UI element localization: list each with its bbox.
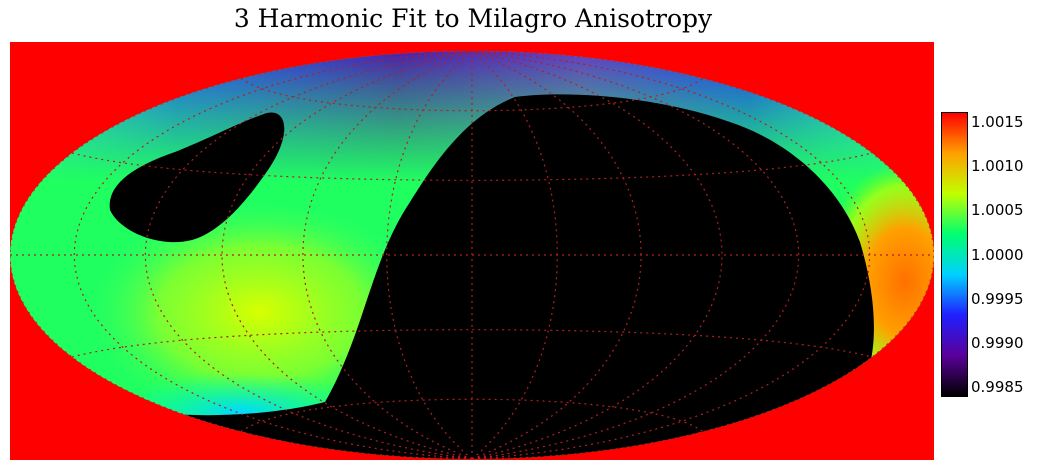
parallel-line: [240, 398, 704, 433]
sky-map-panel: [10, 42, 934, 460]
deficit-region-small: [109, 112, 285, 243]
colorbar-tick-label: 0.9990: [971, 333, 1024, 352]
colorbar-tick-label: 1.0005: [971, 201, 1024, 220]
meridian-line: [73, 51, 473, 459]
colorbar-tick-label: 1.0000: [971, 245, 1024, 264]
colorbar: [941, 112, 968, 397]
colorbar-tick-label: 0.9995: [971, 289, 1024, 308]
colorbar-tick-label: 1.0010: [971, 157, 1024, 176]
colorbar-tick-label: 1.0015: [971, 113, 1024, 131]
chart-title: 3 Harmonic Fit to Milagro Anisotropy: [233, 4, 713, 33]
meridian-line: [471, 51, 934, 459]
sky-map: [10, 51, 934, 459]
meridian-line: [221, 51, 473, 459]
parallel-line: [71, 329, 873, 358]
colorbar-tick-label: 0.9985: [971, 378, 1024, 396]
parallel-line: [240, 77, 704, 112]
meridian-line: [471, 51, 723, 459]
graticule: [10, 51, 934, 459]
deficit-region-large: [120, 94, 874, 459]
parallel-line: [71, 152, 873, 181]
